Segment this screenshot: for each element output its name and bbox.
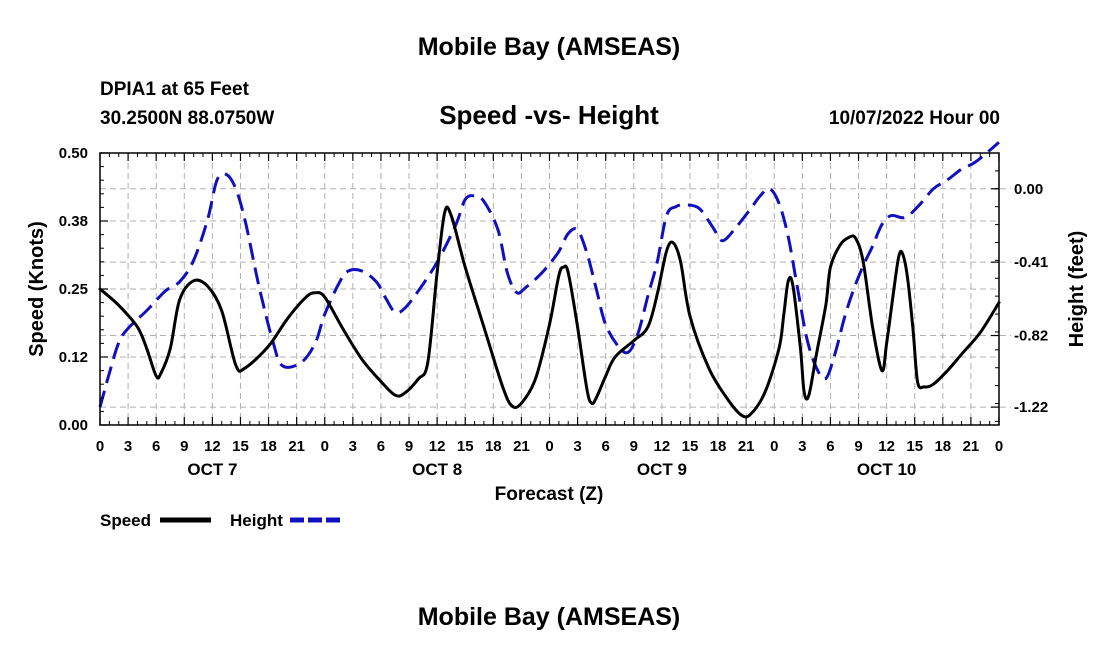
legend: Speed Height <box>100 511 342 530</box>
height-series-line <box>98 141 1000 408</box>
chart-subtitle: Speed -vs- Height <box>439 100 659 130</box>
x-axis-label: Forecast (Z) <box>495 484 604 505</box>
x-tick-label: 3 <box>349 438 357 455</box>
x-tick-label: 15 <box>457 438 474 455</box>
x-tick-label: 3 <box>573 438 581 455</box>
x-tick-label: 18 <box>710 438 727 455</box>
x-tick-label: 6 <box>377 438 385 455</box>
y-right-tick-label: 0.00 <box>1014 181 1043 198</box>
x-tick-label: 15 <box>232 438 249 455</box>
x-tick-label: 21 <box>513 438 530 455</box>
x-tick-label: 18 <box>485 438 502 455</box>
x-tick-label: 0 <box>545 438 553 455</box>
y-axis-left-label: Speed (Knots) <box>26 221 48 357</box>
x-tick-label: 21 <box>963 438 980 455</box>
x-tick-label: 6 <box>602 438 610 455</box>
x-tick-label: 3 <box>124 438 132 455</box>
x-tick-label: 18 <box>934 438 951 455</box>
station-label: DPIA1 at 65 Feet <box>100 79 250 100</box>
x-tick-label: 15 <box>682 438 699 455</box>
x-tick-label: 9 <box>405 438 413 455</box>
x-tick-label: 0 <box>770 438 778 455</box>
x-tick-label: 12 <box>204 438 221 455</box>
y-left-tick-label: 0.00 <box>59 417 88 434</box>
grid-lines <box>100 153 1011 425</box>
legend-height-label: Height <box>230 511 283 530</box>
y-left-tick-label: 0.12 <box>59 349 88 366</box>
y-right-tick-label: -1.22 <box>1014 399 1048 416</box>
y-right-tick-label: -0.41 <box>1014 254 1048 271</box>
x-tick-label: 12 <box>654 438 671 455</box>
y-left-tick-label: 0.50 <box>59 145 88 162</box>
footer-title: Mobile Bay (AMSEAS) <box>418 603 681 631</box>
chart-title: Mobile Bay (AMSEAS) <box>418 33 681 61</box>
x-tick-label: 9 <box>854 438 862 455</box>
x-tick-label: 6 <box>152 438 160 455</box>
x-tick-label: 0 <box>321 438 329 455</box>
x-tick-label: 21 <box>738 438 755 455</box>
x-tick-label: 6 <box>826 438 834 455</box>
x-tick-label: 9 <box>630 438 638 455</box>
axes: 0 3 6 9 12 15 18 21 0 3 6 9 12 15 18 21 0 3 6 9 12 15 18 21 0 3 6 9… <box>59 145 1048 479</box>
y-right-tick-label: -0.82 <box>1014 328 1048 345</box>
y-left-tick-label: 0.38 <box>59 213 88 230</box>
x-tick-label: 9 <box>180 438 188 455</box>
y-axis-right-label: Height (feet) <box>1066 231 1088 348</box>
x-tick-label: 15 <box>906 438 923 455</box>
x-tick-label: 21 <box>288 438 305 455</box>
forecast-date: 10/07/2022 Hour 00 <box>829 108 1000 129</box>
x-tick-label: 18 <box>260 438 277 455</box>
coords-label: 30.2500N 88.0750W <box>100 108 274 129</box>
x-tick-label: 0 <box>96 438 104 455</box>
series-layer <box>98 141 1001 419</box>
x-tick-label: 3 <box>798 438 806 455</box>
x-tick-label: 0 <box>995 438 1003 455</box>
day-label: OCT 10 <box>857 460 917 479</box>
day-label: OCT 8 <box>412 460 462 479</box>
speed-series-line <box>98 205 1001 419</box>
day-label: OCT 7 <box>187 460 237 479</box>
day-label: OCT 9 <box>637 460 687 479</box>
x-tick-label: 12 <box>429 438 446 455</box>
legend-speed-label: Speed <box>100 511 151 530</box>
x-tick-label: 12 <box>878 438 895 455</box>
y-left-tick-label: 0.25 <box>59 281 88 298</box>
